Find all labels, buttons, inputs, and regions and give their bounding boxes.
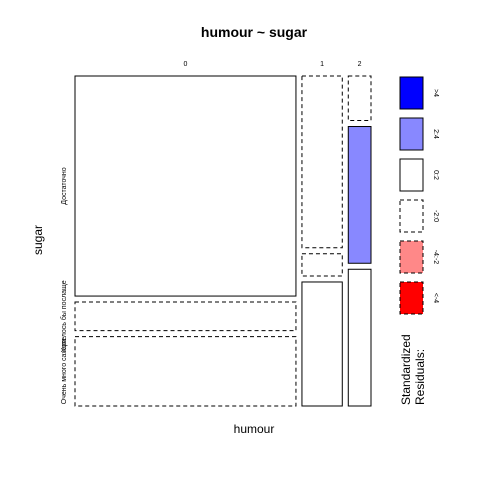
mosaic-cell-2-2 bbox=[347, 268, 372, 407]
legend-label: 0:2 bbox=[432, 170, 439, 180]
mosaic-cell-0-2 bbox=[74, 336, 297, 407]
mosaic-cell-1-1 bbox=[301, 253, 343, 277]
x-tick-label: 2 bbox=[358, 61, 362, 68]
legend-swatch bbox=[399, 199, 424, 233]
legend-swatch bbox=[399, 76, 424, 110]
x-tick-label: 0 bbox=[184, 61, 188, 68]
mosaic-cells bbox=[74, 75, 372, 407]
y-axis-label: sugar bbox=[31, 225, 45, 255]
legend-label: -2:0 bbox=[432, 210, 439, 222]
residuals-legend: >4 2:4 0:2 -2:0 -4:-2 <-4 bbox=[399, 76, 439, 315]
legend-title-line2: Residuals: bbox=[413, 349, 427, 405]
mosaic-cell-0-1 bbox=[74, 301, 297, 332]
legend-title-line1: Standardized bbox=[399, 334, 413, 405]
y-tick-label: Хотелось бы послаще bbox=[60, 280, 68, 352]
legend-label: -4:-2 bbox=[432, 250, 439, 265]
x-axis-label: humour bbox=[234, 422, 275, 436]
y-tick-label: Достаточно bbox=[61, 167, 68, 204]
legend-swatch bbox=[399, 158, 424, 192]
mosaic-cell-0-0 bbox=[74, 75, 297, 297]
x-tick-labels: 0 1 2 bbox=[184, 61, 362, 68]
mosaic-cell-2-1 bbox=[347, 126, 372, 264]
legend-label: 2:4 bbox=[432, 129, 439, 139]
legend-swatch bbox=[399, 240, 424, 274]
mosaic-cell-2-0 bbox=[347, 75, 372, 122]
mosaic-cell-1-2 bbox=[301, 281, 343, 407]
mosaic-cell-1-0 bbox=[301, 75, 343, 249]
chart-title: humour ~ sugar bbox=[201, 24, 308, 40]
y-tick-label: Очень много сахара bbox=[61, 338, 68, 404]
x-tick-label: 1 bbox=[320, 61, 324, 68]
legend-label: >4 bbox=[432, 89, 439, 97]
legend-swatch bbox=[399, 281, 424, 315]
legend-label: <-4 bbox=[432, 293, 439, 303]
legend-swatch bbox=[399, 117, 424, 151]
